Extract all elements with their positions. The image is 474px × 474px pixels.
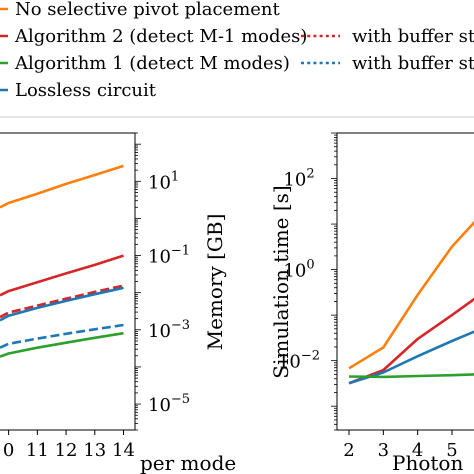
legend-label: with buffer strat (352, 26, 474, 47)
time-x-tick-label: 5 (446, 440, 457, 461)
time-xlabel: Photon (392, 451, 463, 474)
memory-y-tick-label: 101 (148, 169, 179, 193)
time-axes: 2 3 4 5 102 100 10−2 (278, 132, 474, 461)
memory-series (0, 164, 124, 358)
time-y-tick-label: 102 (283, 167, 314, 191)
time-y-tick-label: 100 (283, 258, 314, 282)
legend-label: Lossless circuit (15, 80, 157, 101)
legend-label: No selective pivot placement (15, 0, 281, 20)
legend: No selective pivot placement Algorithm 2 … (0, 0, 474, 101)
time-ylabel: Simulation time [s] (269, 185, 293, 378)
memory-x-tick-label: 14 (112, 440, 135, 461)
time-series-line (348, 373, 474, 379)
time-chart: 2 3 4 5 102 100 10−2 Photon Simulation time [s… (269, 132, 474, 474)
memory-x-tick-label: 0 (3, 440, 14, 461)
memory-series-line (0, 254, 124, 297)
time-x-tick-label: 3 (378, 440, 389, 461)
legend-label: Algorithm 1 (detect M modes) (14, 53, 290, 74)
memory-axes: 0 11 12 13 14 101 10−1 10−3 10−5 (0, 132, 190, 461)
memory-series-line (0, 284, 124, 319)
time-series (348, 220, 474, 385)
legend-label: Algorithm 2 (detect M-1 modes) (14, 26, 307, 47)
time-x-tick-label: 4 (412, 440, 423, 461)
memory-series-line (0, 286, 124, 322)
time-x-tick-label: 2 (343, 440, 354, 461)
memory-chart: 0 11 12 13 14 101 10−1 10−3 10−5 per mode Memory… (0, 132, 236, 474)
memory-xlabel: per mode (140, 451, 236, 474)
time-series-line (348, 297, 474, 385)
time-y-tick-label: 10−2 (278, 349, 320, 373)
memory-y-tick-label: 10−1 (148, 244, 190, 268)
memory-y-tick-label: 10−5 (148, 392, 190, 416)
memory-series-line (0, 164, 124, 209)
legend-frame (0, 0, 474, 118)
memory-x-tick-label: 11 (26, 440, 49, 461)
time-series-line (348, 220, 474, 370)
memory-y-tick-label: 10−3 (148, 318, 190, 342)
legend-label: with buffer strat (352, 53, 474, 74)
memory-x-tick-label: 13 (83, 440, 106, 461)
memory-ylabel: Memory [GB] (203, 214, 227, 351)
memory-series-line (0, 323, 124, 349)
memory-x-tick-label: 12 (55, 440, 78, 461)
memory-series-line (0, 331, 124, 358)
